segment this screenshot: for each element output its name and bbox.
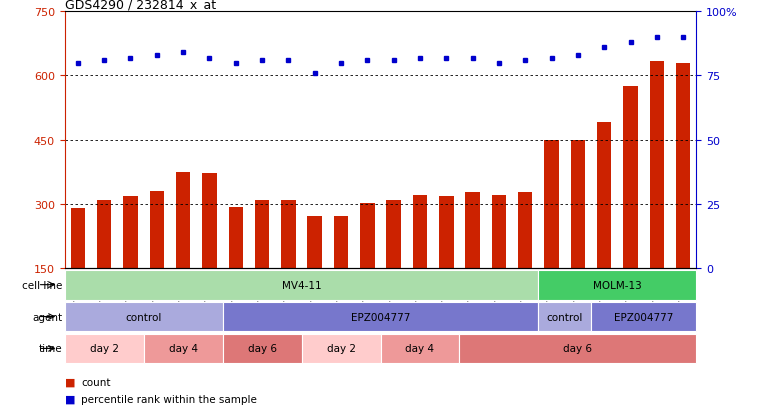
Bar — [65, 334, 144, 363]
Text: cell line: cell line — [22, 280, 62, 290]
Bar — [360, 203, 374, 268]
Text: EPZ004777: EPZ004777 — [614, 312, 673, 322]
Bar — [65, 270, 539, 300]
Bar — [650, 62, 664, 268]
Text: percentile rank within the sample: percentile rank within the sample — [81, 394, 257, 404]
Bar — [255, 201, 269, 268]
Text: day 2: day 2 — [326, 344, 355, 354]
Text: MOLM-13: MOLM-13 — [593, 280, 642, 290]
Bar — [223, 302, 539, 332]
Bar — [65, 302, 223, 332]
Bar — [412, 196, 427, 268]
Text: control: control — [126, 312, 162, 322]
Text: GDS4290 / 232814_x_at: GDS4290 / 232814_x_at — [65, 0, 216, 11]
Bar — [150, 191, 164, 268]
Bar — [123, 197, 138, 268]
Bar — [97, 201, 111, 268]
Bar — [71, 209, 85, 268]
Bar — [492, 196, 506, 268]
Bar — [301, 334, 380, 363]
Bar — [676, 64, 690, 268]
Bar — [228, 207, 243, 268]
Text: ■: ■ — [65, 377, 75, 387]
Bar — [223, 334, 301, 363]
Text: EPZ004777: EPZ004777 — [351, 312, 410, 322]
Bar — [597, 123, 611, 268]
Bar — [591, 302, 696, 332]
Bar — [571, 140, 585, 268]
Text: day 4: day 4 — [406, 344, 435, 354]
Bar — [439, 197, 454, 268]
Text: day 6: day 6 — [563, 344, 592, 354]
Bar — [387, 201, 401, 268]
Bar — [544, 141, 559, 268]
Text: day 2: day 2 — [90, 344, 119, 354]
Text: day 6: day 6 — [247, 344, 276, 354]
Bar — [380, 334, 460, 363]
Text: time: time — [39, 344, 62, 354]
Bar — [334, 217, 349, 268]
Bar — [307, 217, 322, 268]
Bar — [144, 334, 223, 363]
Bar — [281, 201, 295, 268]
Text: MV4-11: MV4-11 — [282, 280, 321, 290]
Bar — [466, 192, 480, 268]
Bar — [539, 270, 696, 300]
Text: ■: ■ — [65, 394, 75, 404]
Bar — [539, 302, 591, 332]
Text: agent: agent — [32, 312, 62, 322]
Bar — [176, 172, 190, 268]
Bar — [202, 173, 217, 268]
Text: day 4: day 4 — [169, 344, 198, 354]
Bar — [518, 192, 533, 268]
Bar — [623, 87, 638, 268]
Text: count: count — [81, 377, 111, 387]
Bar — [460, 334, 696, 363]
Text: control: control — [546, 312, 583, 322]
